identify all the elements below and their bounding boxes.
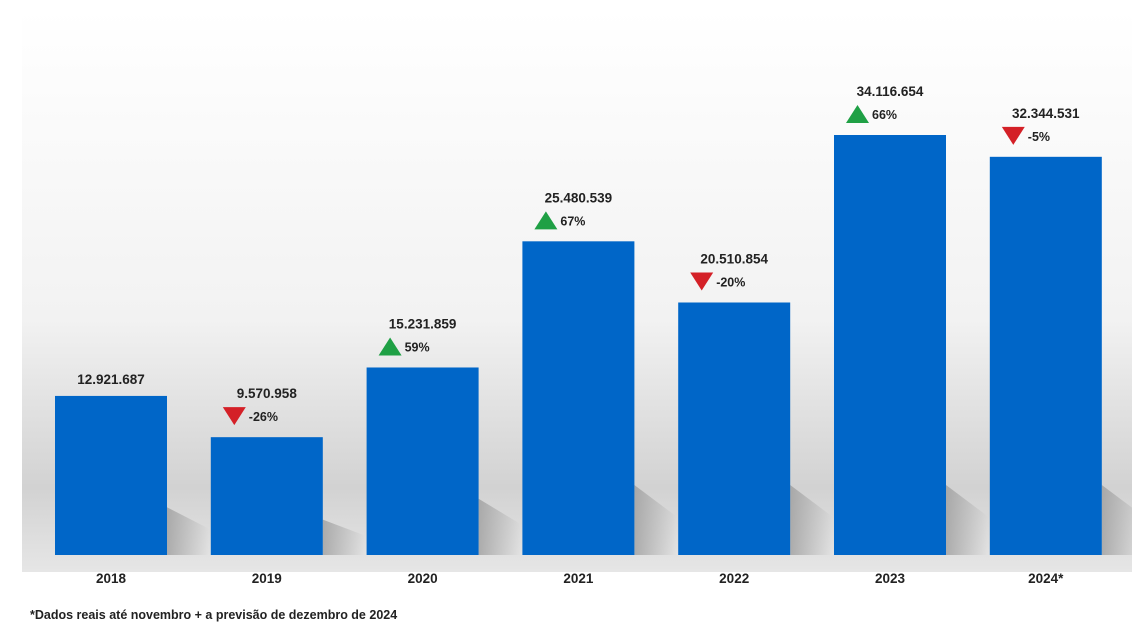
value-label: 15.231.859 bbox=[389, 316, 457, 331]
change-percent-label: 67% bbox=[560, 214, 585, 228]
down-arrow-icon bbox=[1001, 126, 1025, 145]
bar-shadow bbox=[634, 485, 677, 555]
bar-shadow bbox=[478, 498, 521, 555]
change-percent-label: -5% bbox=[1028, 130, 1050, 144]
value-label: 20.510.854 bbox=[700, 251, 768, 266]
x-tick-label: 2024* bbox=[1028, 571, 1064, 586]
bar-2020 bbox=[366, 367, 479, 555]
bar-shadow bbox=[946, 485, 988, 555]
change-percent-label: -20% bbox=[716, 275, 745, 289]
bar-shadow bbox=[322, 519, 365, 555]
x-tick-label: 2021 bbox=[563, 571, 594, 586]
x-tick-label: 2018 bbox=[96, 571, 127, 586]
x-tick-label: 2022 bbox=[719, 571, 749, 586]
x-tick-label: 2019 bbox=[252, 571, 282, 586]
bar-2023 bbox=[834, 135, 946, 555]
value-label: 25.480.539 bbox=[545, 190, 613, 205]
x-tick-label: 2020 bbox=[408, 571, 438, 586]
bar-2022 bbox=[678, 302, 791, 555]
bar-shadow bbox=[1101, 485, 1132, 555]
value-label: 34.116.654 bbox=[857, 84, 924, 99]
bar-shadow bbox=[167, 507, 209, 555]
bar-2019 bbox=[210, 437, 323, 555]
up-arrow-icon bbox=[378, 337, 402, 356]
up-arrow-icon bbox=[846, 105, 869, 123]
x-tick-label: 2023 bbox=[875, 571, 906, 586]
change-percent-label: 59% bbox=[405, 340, 430, 354]
down-arrow-icon bbox=[690, 272, 714, 291]
bar-shadow bbox=[790, 485, 833, 555]
up-arrow-icon bbox=[534, 211, 558, 230]
value-label: 32.344.531 bbox=[1012, 106, 1080, 121]
change-percent-label: -26% bbox=[249, 410, 278, 424]
change-percent-label: 66% bbox=[872, 108, 897, 122]
bar-2024 bbox=[989, 156, 1102, 555]
bar-2021 bbox=[522, 241, 635, 555]
down-arrow-icon bbox=[222, 407, 246, 426]
value-label: 12.921.687 bbox=[77, 372, 145, 387]
footnote: *Dados reais até novembro + a previsão d… bbox=[30, 608, 398, 622]
value-label: 9.570.958 bbox=[237, 386, 298, 401]
bar-2018 bbox=[55, 395, 167, 555]
